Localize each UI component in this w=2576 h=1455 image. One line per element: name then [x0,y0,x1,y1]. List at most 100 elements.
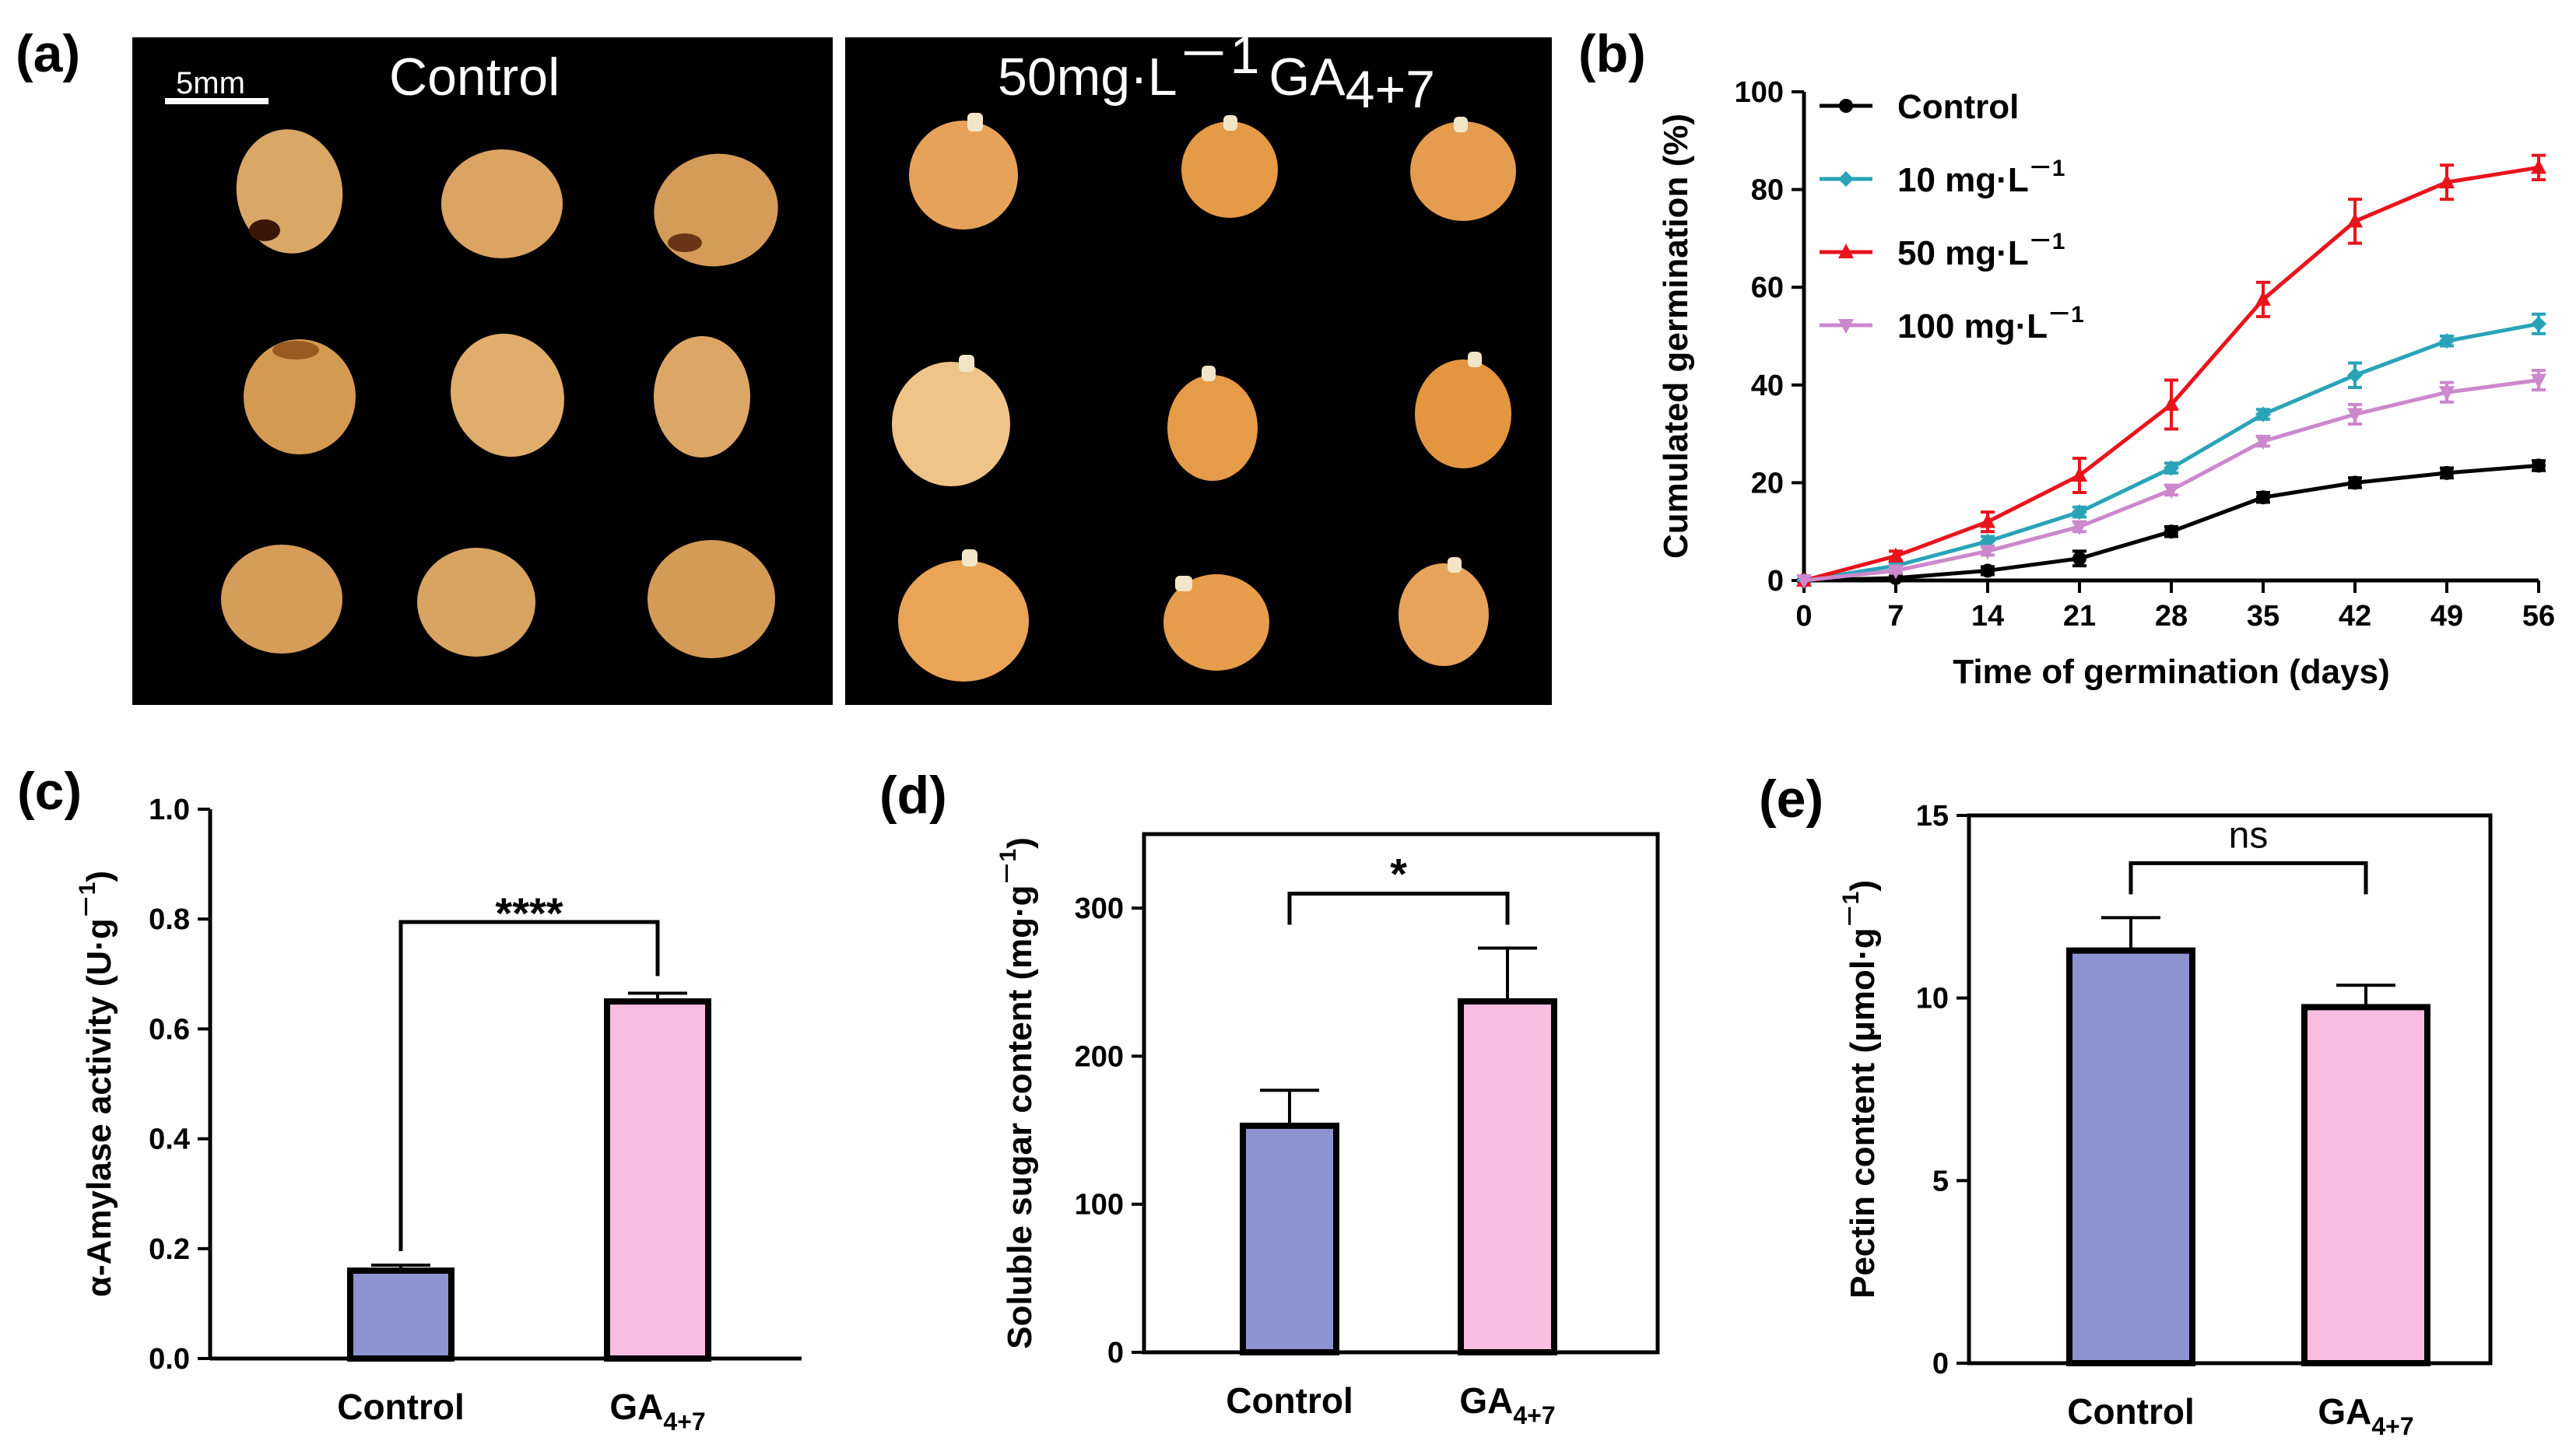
data-point [2072,504,2087,521]
category-label-1: GA4+7 [2318,1391,2413,1440]
data-point [1981,563,1995,578]
seed [1415,359,1511,468]
category-label-0: Control [337,1387,465,1427]
data-point [2072,551,2086,566]
y-tick-label: 0.0 [149,1343,190,1376]
seed [909,121,1018,230]
seed [1410,121,1516,221]
seed [1181,121,1278,218]
y-tick-label: 60 [1751,272,1784,304]
photo-control: Control 5mm [132,37,833,705]
photo-ga-title-ga: GA [1269,47,1346,107]
photo-ga-title-main: 50mg·L [998,47,1177,107]
legend-marker-3 [1838,319,1854,334]
significance-label: **** [495,889,563,938]
data-point [2532,458,2546,473]
category-subscript: 4+7 [663,1408,705,1436]
data-point [2072,520,2087,535]
y-tick-label: 0.6 [149,1013,190,1046]
data-point [1888,547,1904,563]
category-label-1: GA4+7 [609,1387,705,1436]
category-subscript: 4+7 [1513,1401,1555,1429]
data-point [1980,545,1995,560]
y-tick-label: 300 [1075,892,1124,925]
data-point [2164,460,2179,476]
seed-sprout [1448,557,1462,573]
chart-amylase: 0.0 0.2 0.4 0.6 0.8 1.0 α-Amylase activity (U·… [75,794,802,1436]
legend-exponent: －1 [2029,156,2065,181]
data-point [2164,483,2179,499]
seed [898,560,1029,682]
category-text: Control [337,1387,465,1427]
photo-ga-title: 50mg·L－1 GA4+7 [998,26,1435,119]
significance-bracket [398,920,660,1251]
seed [1167,375,1258,481]
y-tick-label: 0 [1767,565,1784,598]
seed [417,548,535,657]
control-seeds [221,129,778,658]
seed-sprout [962,549,977,566]
y-axis-title: Soluble sugar content (mg·g－1) [995,837,1039,1349]
y-tick-label: 15 [1916,800,1949,833]
data-point [2255,435,2271,451]
x-tick-label: 56 [2522,600,2555,633]
legend-text: 10 mg·L [1897,161,2029,199]
significance-label: ns [2229,815,2269,856]
data-point [2164,524,2178,539]
significance-label: * [1390,850,1407,899]
seed [648,540,775,658]
bar-ga [2301,1004,2430,1367]
seed [221,545,342,654]
y-axis-title-exp: －1 [1838,892,1864,928]
legend-marker-1 [1838,171,1854,187]
seed-sprout [1202,366,1216,381]
data-point [1888,564,1904,580]
series-line-0 [1803,463,2539,583]
y-axis-title-main: Soluble sugar content (mg·g [1001,885,1039,1348]
series-1 [1796,312,2546,588]
series-3 [1796,368,2546,589]
series-line-2 [1803,165,2539,583]
seed [451,333,564,458]
significance-bracket [2129,861,2368,895]
seed-sprout [959,355,974,372]
category-text: Control [1226,1380,1353,1421]
y-tick-label: 100 [1735,76,1784,109]
seed [654,336,750,458]
data-point [2347,367,2363,384]
y-tick-label: 0.4 [149,1124,190,1156]
seed-sprout [967,113,983,131]
legend-text: 100 mg·L [1897,307,2048,345]
y-axis-title-exp: －1 [75,882,100,919]
legend-exponent: －1 [2048,302,2084,328]
y-axis-title: Pectin content (μmol·g－1) [1838,880,1882,1299]
x-tick-label: 21 [2063,600,2096,633]
x-tick-label: 7 [1887,600,1904,633]
y-tick-label: 10 [1916,983,1949,1015]
y-tick-label: 1.0 [149,794,190,826]
x-tick-label: 42 [2339,600,2371,633]
y-tick-label: 20 [1751,467,1784,500]
data-point [2255,290,2271,306]
category-text: GA [2318,1391,2371,1432]
data-point [2347,212,2363,228]
x-tick-label: 0 [1795,600,1812,633]
category-text: Control [2067,1391,2195,1432]
seed-spot [668,233,702,252]
legend-entry-2: 50 mg·L－1 [1897,229,2065,272]
chart-soluble-sugar: 0 100 200 300 Soluble sugar content (mg·g－1)… [995,832,1660,1429]
x-tick-label: 14 [1971,600,2004,633]
y-tick-label: 5 [1932,1165,1949,1197]
x-tick-label: 28 [2155,600,2188,633]
seed-spot [249,219,280,241]
photo-ga-title-sub: 4+7 [1346,60,1435,119]
data-point [2531,373,2546,389]
panel-c-label: (c) [17,762,82,821]
x-tick-label: 49 [2430,600,2463,633]
bar-control [347,1267,454,1362]
y-tick-label: 0 [1932,1348,1949,1380]
y-axis-title-close: ) [1001,837,1039,849]
data-point [2164,395,2179,411]
x-axis-title: Time of germination (days) [1953,653,2390,691]
series-2 [1796,153,2546,587]
